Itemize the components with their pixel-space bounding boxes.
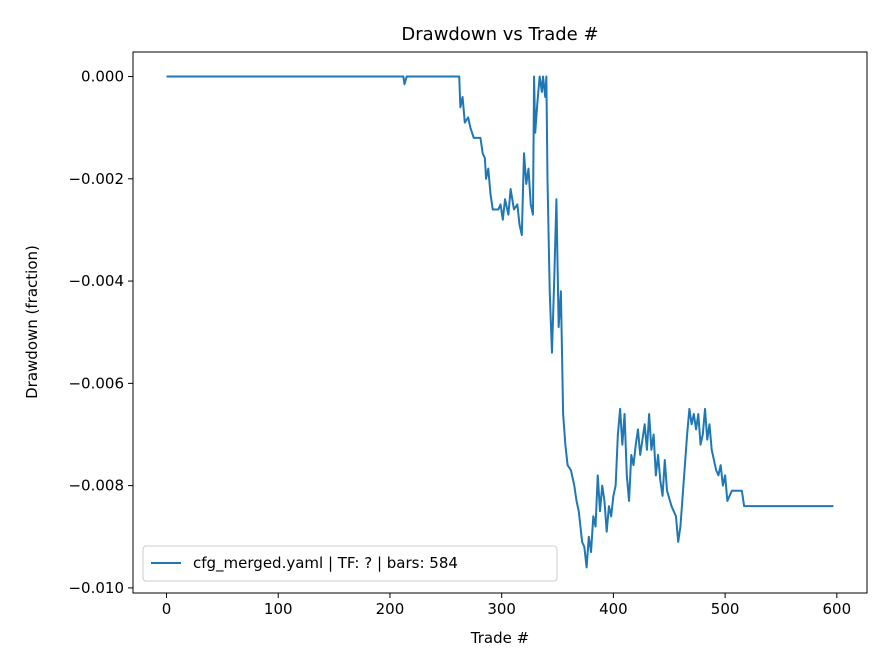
y-tick-label: −0.002 bbox=[68, 170, 124, 188]
chart-title: Drawdown vs Trade # bbox=[401, 24, 598, 45]
x-tick-label: 500 bbox=[711, 600, 740, 618]
x-tick-label: 100 bbox=[264, 600, 293, 618]
x-tick-label: 200 bbox=[376, 600, 405, 618]
data-line bbox=[166, 75, 834, 569]
y-tick-label: −0.008 bbox=[68, 477, 124, 495]
y-tick-label: −0.004 bbox=[68, 272, 124, 290]
y-axis-label: Drawdown (fraction) bbox=[23, 245, 41, 399]
x-axis-label: Trade # bbox=[470, 629, 529, 647]
y-tick-label: 0.000 bbox=[81, 68, 124, 86]
x-tick-label: 300 bbox=[487, 600, 516, 618]
legend-label: cfg_merged.yaml | TF: ? | bars: 584 bbox=[193, 554, 458, 573]
x-tick-label: 600 bbox=[823, 600, 852, 618]
legend-box bbox=[142, 545, 558, 582]
y-tick-label: −0.006 bbox=[68, 374, 124, 392]
x-tick-label: 400 bbox=[599, 600, 628, 618]
y-tick-label: −0.010 bbox=[68, 579, 124, 597]
x-tick-label: 0 bbox=[162, 600, 172, 618]
plot-frame bbox=[132, 51, 868, 594]
